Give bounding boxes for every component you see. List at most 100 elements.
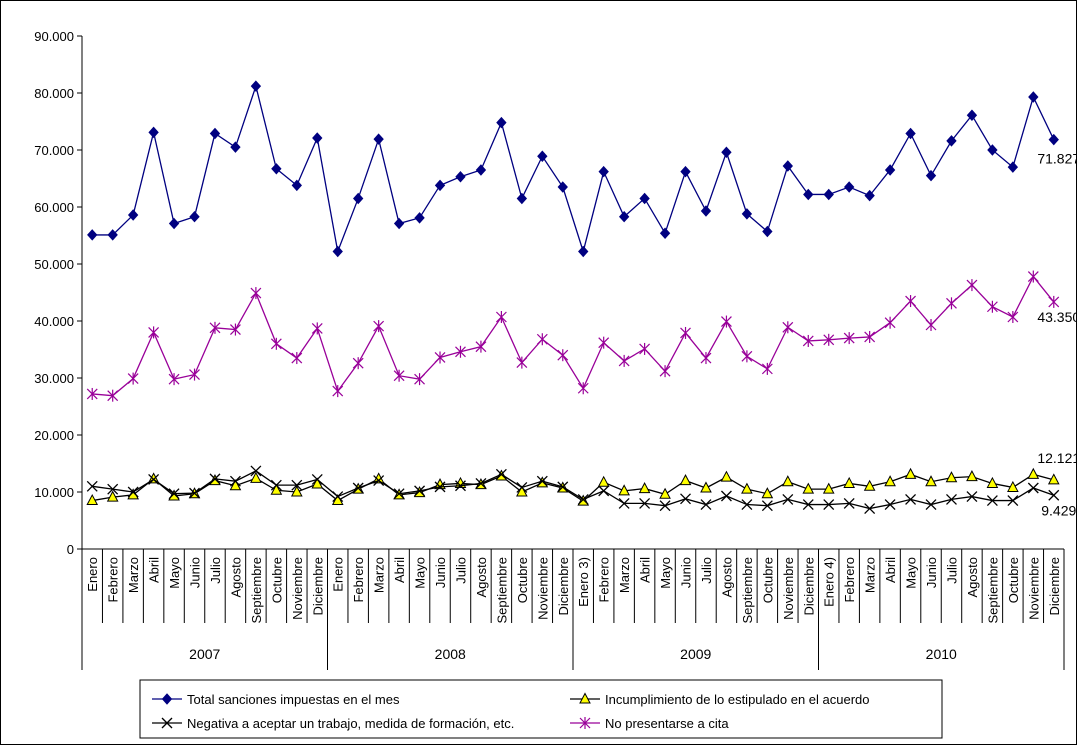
data-point-diamond: [1007, 161, 1019, 173]
data-point-x: [209, 473, 221, 485]
data-point-star: [579, 717, 591, 729]
x-tick-label: Abril: [883, 557, 898, 583]
data-point-x: [761, 500, 773, 512]
data-point-x-stroke: [680, 493, 691, 505]
data-point-x-stroke: [352, 482, 364, 494]
data-point-diamond: [823, 188, 834, 201]
data-point-star: [209, 321, 221, 334]
data-point-diamond: [209, 127, 221, 140]
data-point-diamond: [946, 135, 957, 147]
y-tick-label: 60.000: [34, 200, 74, 215]
data-point-star: [291, 352, 303, 365]
y-tick-label: 10.000: [34, 485, 74, 500]
x-tick-label: Enero: [85, 557, 100, 592]
data-point-x: [1007, 495, 1019, 507]
data-point-triangle: [86, 493, 99, 506]
data-point-x: [598, 485, 610, 497]
data-point-x: [168, 488, 180, 500]
data-point-star: [230, 323, 241, 336]
data-point-x-stroke: [1007, 495, 1019, 507]
data-point-x: [455, 480, 466, 492]
series-1: [86, 270, 1060, 402]
data-point-x-stroke: [1048, 489, 1060, 501]
data-point-diamond: [659, 227, 671, 239]
data-point-x: [1048, 489, 1060, 501]
data-point-diamond: [87, 229, 98, 241]
x-tick-label: Octubre: [515, 557, 530, 603]
data-point-x: [291, 479, 303, 491]
data-point-star: [516, 356, 528, 369]
data-point-triangle: [720, 470, 733, 482]
data-point-x: [189, 487, 200, 499]
x-tick-label: Noviembre: [290, 557, 305, 620]
x-tick-label: Julio: [453, 557, 468, 584]
data-point-triangle: [863, 479, 876, 491]
data-point-star: [721, 315, 732, 328]
data-point-star: [680, 326, 691, 339]
data-point-diamond: [516, 192, 528, 205]
data-point-diamond: [230, 141, 241, 153]
end-value-label: 71.827: [1037, 151, 1077, 167]
data-point-star: [905, 295, 916, 308]
legend: Total sanciones impuestas en el mes Incum…: [139, 679, 943, 739]
data-point-x: [741, 499, 753, 510]
data-point-triangle: [761, 487, 774, 499]
data-point-star: [414, 373, 425, 386]
data-point-x-stroke: [843, 497, 855, 509]
data-point-x-stroke: [495, 468, 507, 480]
data-point-x-stroke: [270, 479, 282, 491]
data-point-star: [864, 330, 876, 343]
axes-layer: 0 10.000 20.000 30.000 40.000 50.000 60.000 70.…: [34, 29, 1065, 670]
data-point-x-stroke: [250, 465, 262, 477]
data-point-x-stroke: [986, 495, 998, 507]
data-point-star: [946, 297, 957, 310]
x-tick-label: Julio: [699, 557, 714, 584]
x-tick-label: Abril: [147, 557, 162, 583]
data-point-diamond: [884, 164, 896, 176]
data-point-x-stroke: [455, 480, 466, 492]
data-point-star: [966, 279, 978, 292]
data-point-triangle: [781, 475, 794, 487]
data-point-x: [802, 499, 814, 510]
data-point-triangle: [311, 477, 324, 489]
data-point-star: [393, 369, 405, 382]
data-point-x-stroke: [536, 475, 548, 487]
data-point-diamond: [803, 188, 814, 201]
data-point-x: [700, 499, 712, 510]
x-tick-label: Octubre: [1006, 557, 1021, 603]
x-year-label: 2008: [435, 646, 466, 662]
data-point-x: [107, 483, 119, 495]
data-point-triangle: [1027, 467, 1040, 479]
data-point-star: [189, 368, 200, 381]
data-point-x: [414, 485, 426, 497]
data-point-diamond: [161, 693, 173, 705]
x-tick-label: Marzo: [126, 557, 141, 593]
data-point-x: [536, 475, 548, 487]
data-point-diamond: [680, 165, 691, 178]
data-point-diamond: [721, 146, 732, 159]
data-point-star: [1027, 270, 1039, 283]
x-tick-label: Septiembre: [249, 557, 264, 623]
data-point-x: [161, 717, 173, 729]
y-tick-label: 80.000: [34, 86, 74, 101]
data-point-x: [495, 468, 507, 480]
data-point-x-stroke: [373, 475, 385, 487]
data-point-star: [352, 357, 364, 370]
data-point-x: [577, 493, 589, 505]
data-point-triangle: [966, 470, 978, 482]
data-point-diamond: [312, 132, 323, 144]
x-tick-label: Noviembre: [535, 557, 550, 620]
x-tick-label: Septiembre: [740, 557, 755, 623]
data-point-x: [659, 500, 671, 512]
y-tick-label: 20.000: [34, 428, 74, 443]
y-tick-label: 70.000: [34, 143, 74, 158]
data-point-x: [352, 482, 364, 494]
data-point-x-stroke: [414, 485, 426, 497]
data-point-star: [761, 362, 773, 375]
legend-label: Total sanciones impuestas en el mes: [187, 692, 400, 707]
x-tick-label: Junio: [679, 557, 694, 588]
x-tick-label: Febrero: [597, 557, 612, 603]
data-point-x-stroke: [557, 481, 569, 493]
data-point-star: [270, 337, 282, 350]
data-point-star: [127, 372, 139, 385]
